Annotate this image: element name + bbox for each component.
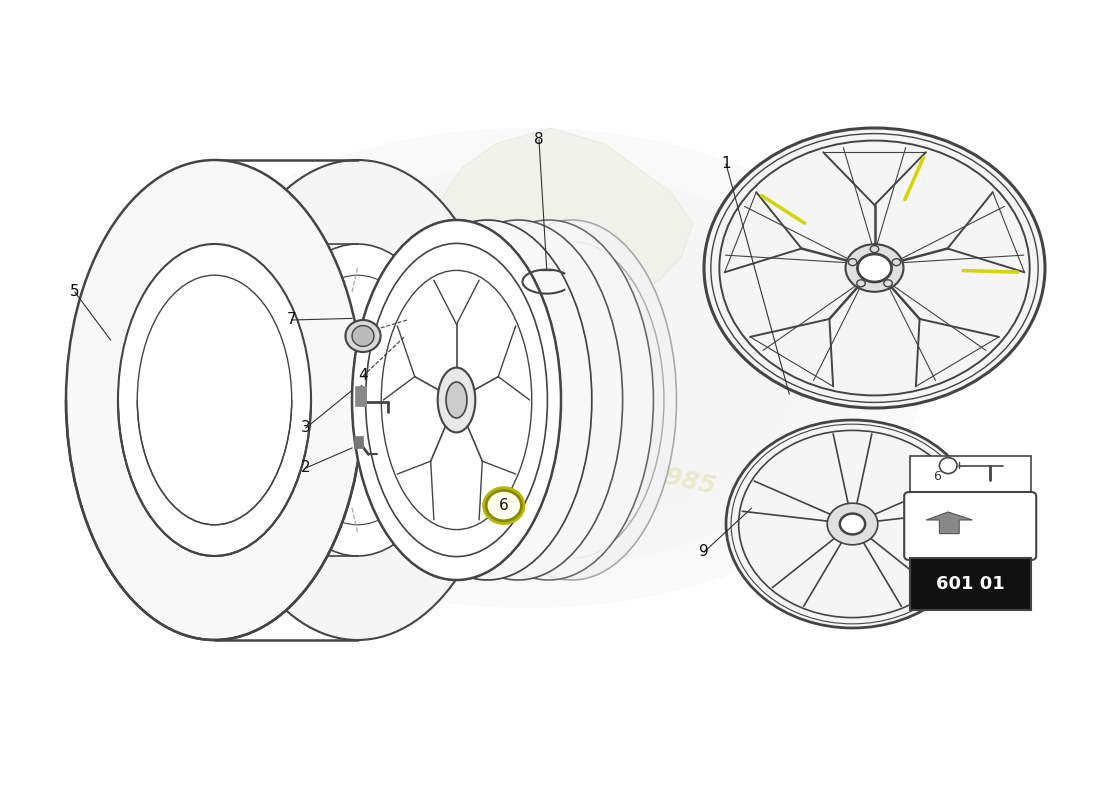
Ellipse shape: [383, 220, 592, 580]
Ellipse shape: [486, 490, 521, 521]
Ellipse shape: [444, 220, 653, 580]
Ellipse shape: [840, 514, 866, 534]
Ellipse shape: [209, 160, 506, 640]
Ellipse shape: [883, 280, 892, 286]
Ellipse shape: [132, 128, 924, 608]
Ellipse shape: [447, 382, 468, 418]
Ellipse shape: [468, 220, 676, 580]
Ellipse shape: [870, 246, 879, 253]
Text: 1: 1: [722, 157, 730, 171]
Ellipse shape: [704, 128, 1045, 408]
Ellipse shape: [352, 326, 374, 346]
FancyBboxPatch shape: [910, 558, 1031, 610]
Text: 4: 4: [359, 369, 367, 383]
Text: 601 01: 601 01: [936, 575, 1004, 593]
Ellipse shape: [198, 168, 858, 568]
Ellipse shape: [848, 258, 857, 266]
Ellipse shape: [118, 244, 311, 556]
Ellipse shape: [892, 258, 901, 266]
Text: 2: 2: [301, 461, 310, 475]
Text: AUTOPARTS: AUTOPARTS: [336, 288, 632, 392]
Ellipse shape: [846, 244, 903, 292]
Ellipse shape: [438, 368, 475, 432]
Text: 9: 9: [700, 545, 708, 559]
Bar: [354, 436, 363, 448]
Text: 8: 8: [535, 133, 543, 147]
Text: 6: 6: [499, 498, 508, 513]
Ellipse shape: [352, 220, 561, 580]
Text: 1985: 1985: [646, 461, 718, 499]
Ellipse shape: [414, 220, 623, 580]
Text: 5: 5: [70, 285, 79, 299]
Ellipse shape: [345, 320, 381, 352]
Ellipse shape: [484, 488, 524, 523]
Text: 7: 7: [287, 313, 296, 327]
Ellipse shape: [264, 208, 792, 528]
Text: 3: 3: [301, 421, 310, 435]
Text: 6: 6: [933, 470, 942, 482]
Ellipse shape: [726, 420, 979, 628]
FancyBboxPatch shape: [910, 456, 1031, 500]
Ellipse shape: [857, 280, 866, 286]
Ellipse shape: [827, 503, 878, 545]
Bar: [355, 386, 366, 406]
Ellipse shape: [352, 220, 561, 580]
Ellipse shape: [261, 244, 454, 556]
FancyBboxPatch shape: [904, 492, 1036, 560]
Polygon shape: [926, 512, 972, 534]
Text: a passion for parts since: a passion for parts since: [431, 382, 669, 450]
Ellipse shape: [858, 254, 891, 282]
Polygon shape: [418, 128, 693, 304]
Ellipse shape: [66, 160, 363, 640]
